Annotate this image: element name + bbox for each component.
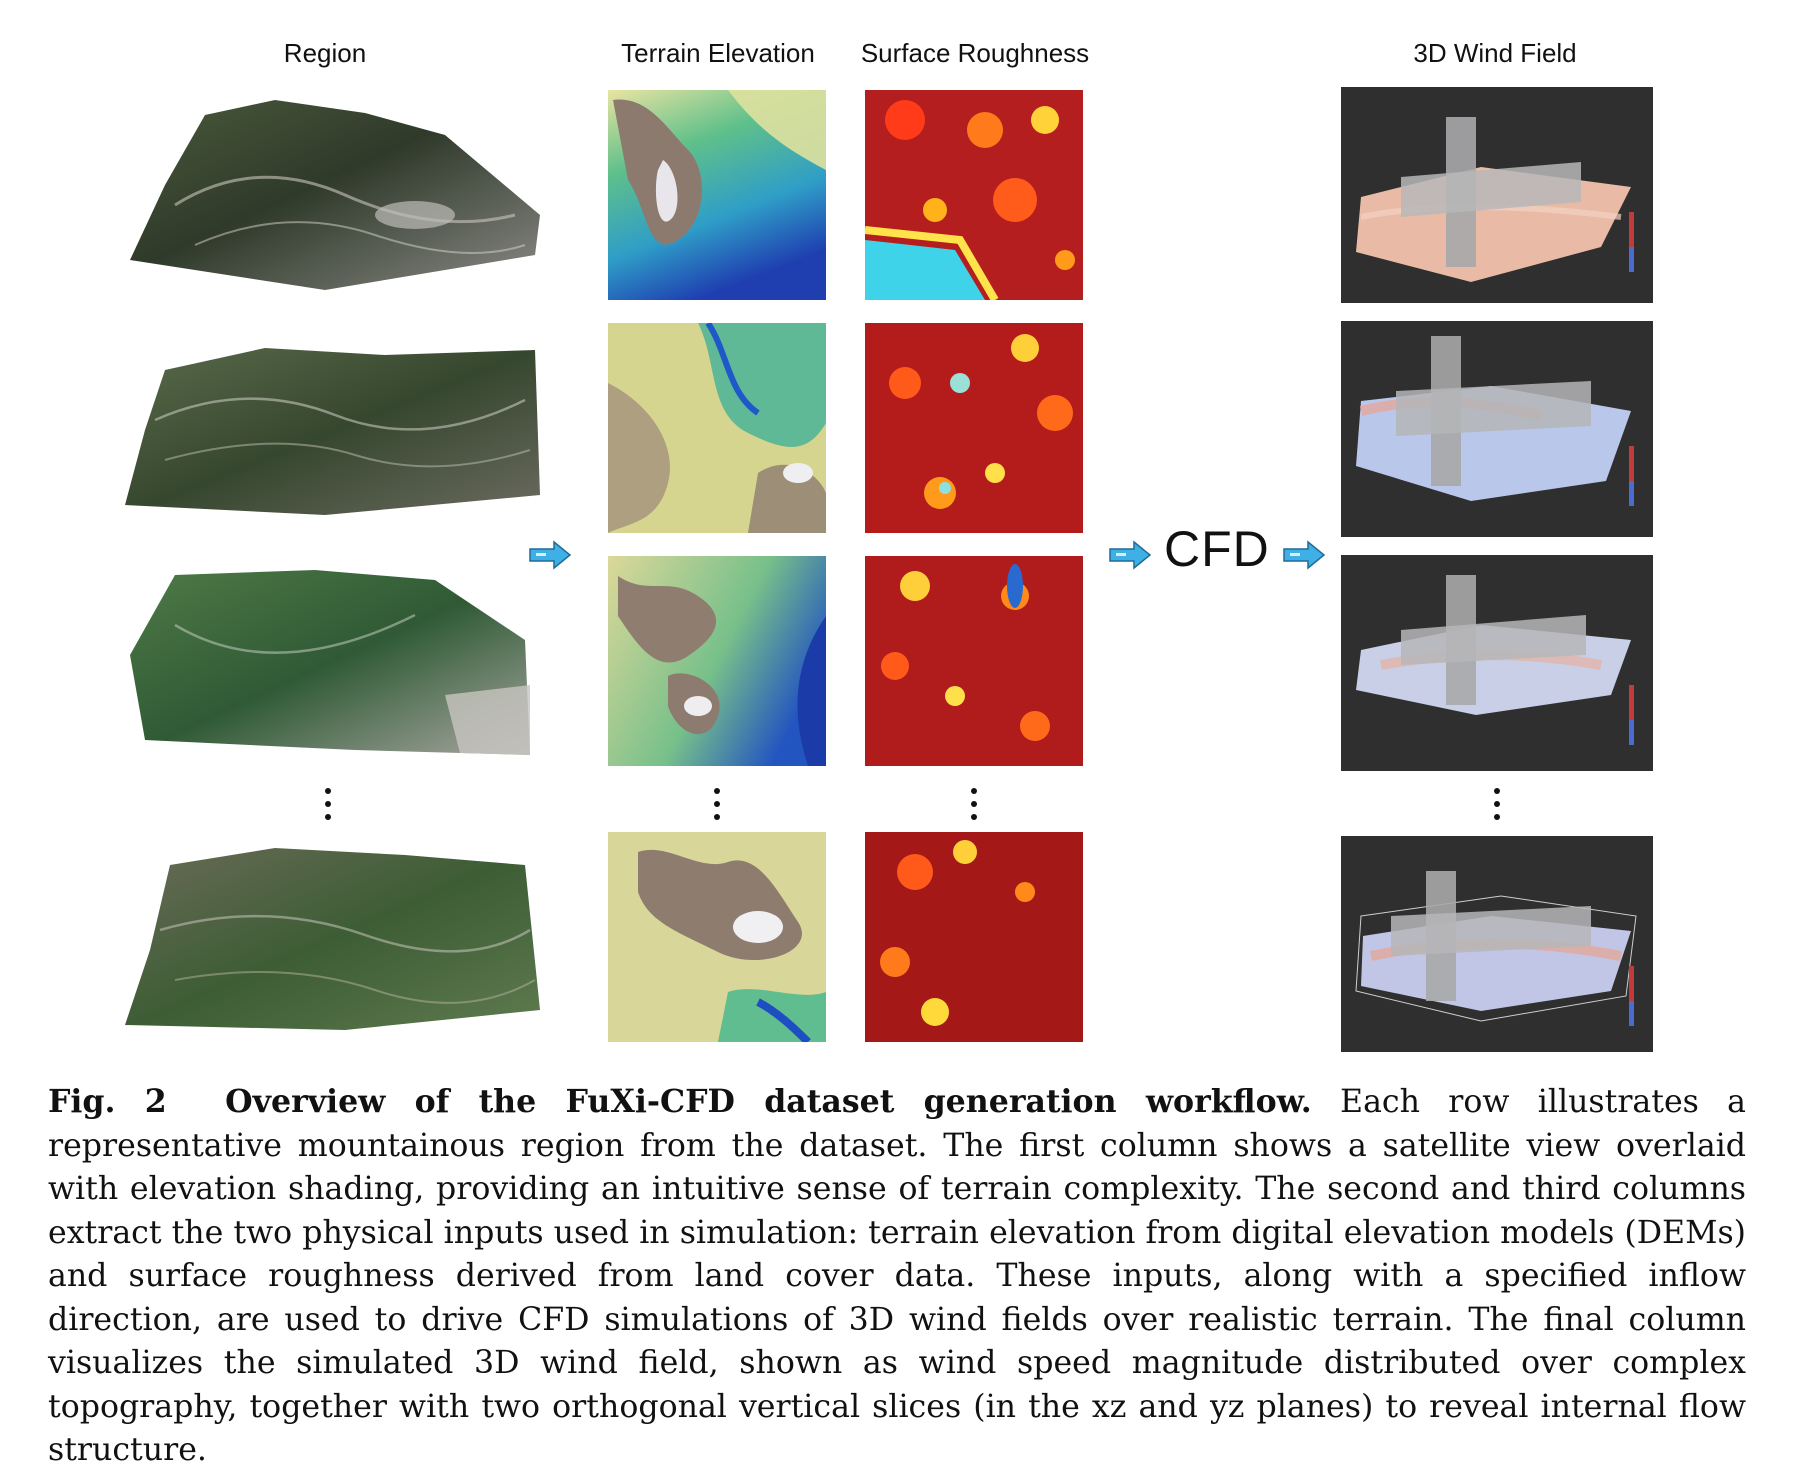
terrain-elevation-map-3 <box>608 556 826 766</box>
terrain-elevation-map-4 <box>608 832 826 1042</box>
ellipsis-region <box>323 788 333 827</box>
surface-roughness-map-1 <box>865 90 1083 300</box>
wind-field-panel-4 <box>1341 836 1653 1052</box>
wind-field-panel-2 <box>1341 321 1653 537</box>
terrain-elevation-map-1 <box>608 90 826 300</box>
column-header-3d-wind-field: 3D Wind Field <box>1413 38 1577 68</box>
column-header-region: Region <box>283 38 367 68</box>
ellipsis-surface-roughness <box>969 788 979 827</box>
surface-roughness-map-4 <box>865 832 1083 1042</box>
right-arrow-icon <box>1283 540 1326 570</box>
figure-title: Overview of the FuXi-CFD dataset generat… <box>225 1083 1312 1120</box>
region-terrain-image-4 <box>125 848 540 1030</box>
wind-field-panel-3 <box>1341 555 1653 771</box>
surface-roughness-map-3 <box>865 556 1083 766</box>
terrain-elevation-map-2 <box>608 323 826 533</box>
figure-number: Fig. 2 <box>48 1083 167 1120</box>
column-header-surface-roughness: Surface Roughness <box>860 38 1090 68</box>
cfd-label: CFD <box>1164 521 1270 577</box>
region-terrain-image-1 <box>130 100 540 290</box>
wind-field-panel-1 <box>1341 87 1653 303</box>
figure-caption-text: Each row illustrates a representative mo… <box>48 1084 1747 1468</box>
region-terrain-image-3 <box>130 570 530 755</box>
right-arrow-icon <box>1109 540 1152 570</box>
region-terrain-image-2 <box>125 348 540 515</box>
ellipsis-wind-field <box>1492 788 1502 827</box>
figure-caption: Fig. 2 Overview of the FuXi-CFD dataset … <box>48 1080 1746 1473</box>
right-arrow-icon <box>529 540 572 570</box>
ellipsis-terrain-elevation <box>712 788 722 827</box>
surface-roughness-map-2 <box>865 323 1083 533</box>
column-header-terrain-elevation: Terrain Elevation <box>621 38 815 68</box>
